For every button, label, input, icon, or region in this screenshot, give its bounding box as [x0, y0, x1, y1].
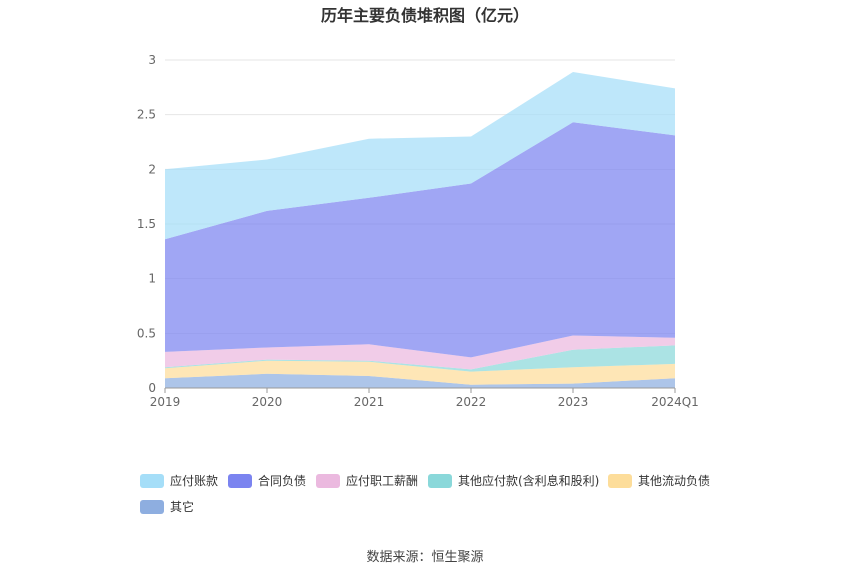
- legend-item[interactable]: 其他应付款(含利息和股利): [428, 472, 599, 489]
- y-tick-label: 1: [148, 272, 156, 286]
- axes: 0 0.5 1 1.5 2 2.5 3 2019 2020 2021 2022 2023 2024Q1: [137, 53, 699, 409]
- area-series-5: [165, 72, 675, 240]
- area-series-2: [165, 345, 675, 372]
- legend-item[interactable]: 应付账款: [140, 472, 218, 489]
- chart-title: 历年主要负债堆积图（亿元）: [320, 6, 529, 25]
- y-tick-label: 2: [148, 162, 156, 176]
- area-series-1: [165, 360, 675, 385]
- y-tick-label: 2.5: [137, 108, 156, 122]
- y-tick-label: 1.5: [137, 217, 156, 231]
- area-series-0: [165, 373, 675, 388]
- legend-swatch: [608, 473, 632, 488]
- y-tick-label: 0: [148, 381, 156, 395]
- legend-swatch: [140, 473, 164, 488]
- legend-label: 其他应付款(含利息和股利): [458, 474, 600, 488]
- legend-swatch: [428, 473, 452, 488]
- x-tick-label: 2022: [456, 395, 487, 409]
- y-tick-label: 3: [148, 53, 156, 67]
- x-tick-label: 2021: [354, 395, 385, 409]
- legend-label: 合同负债: [258, 474, 307, 488]
- legend-label: 应付职工薪酬: [346, 474, 419, 488]
- legend-swatch: [228, 473, 252, 488]
- legend-label: 其他流动负债: [638, 474, 711, 488]
- x-tick-label: 2019: [150, 395, 181, 409]
- x-tick-label: 2020: [252, 395, 283, 409]
- data-source: 数据来源：恒生聚源: [366, 550, 484, 565]
- legend-item[interactable]: 其他流动负债: [608, 472, 710, 489]
- legend-swatch: [140, 499, 164, 514]
- legend-label: 其它: [170, 500, 195, 514]
- legend-item[interactable]: 应付职工薪酬: [316, 472, 418, 489]
- x-tick-label: 2024Q1: [651, 395, 699, 409]
- y-tick-label: 0.5: [137, 326, 156, 340]
- series-areas: [165, 72, 675, 388]
- legend-item[interactable]: 合同负债: [228, 472, 306, 489]
- area-series-4: [165, 122, 675, 358]
- legend-item[interactable]: 其它: [140, 498, 194, 515]
- x-tick-label: 2023: [558, 395, 589, 409]
- legend-swatch: [316, 473, 340, 488]
- area-series-3: [165, 335, 675, 370]
- legend-label: 应付账款: [170, 474, 219, 488]
